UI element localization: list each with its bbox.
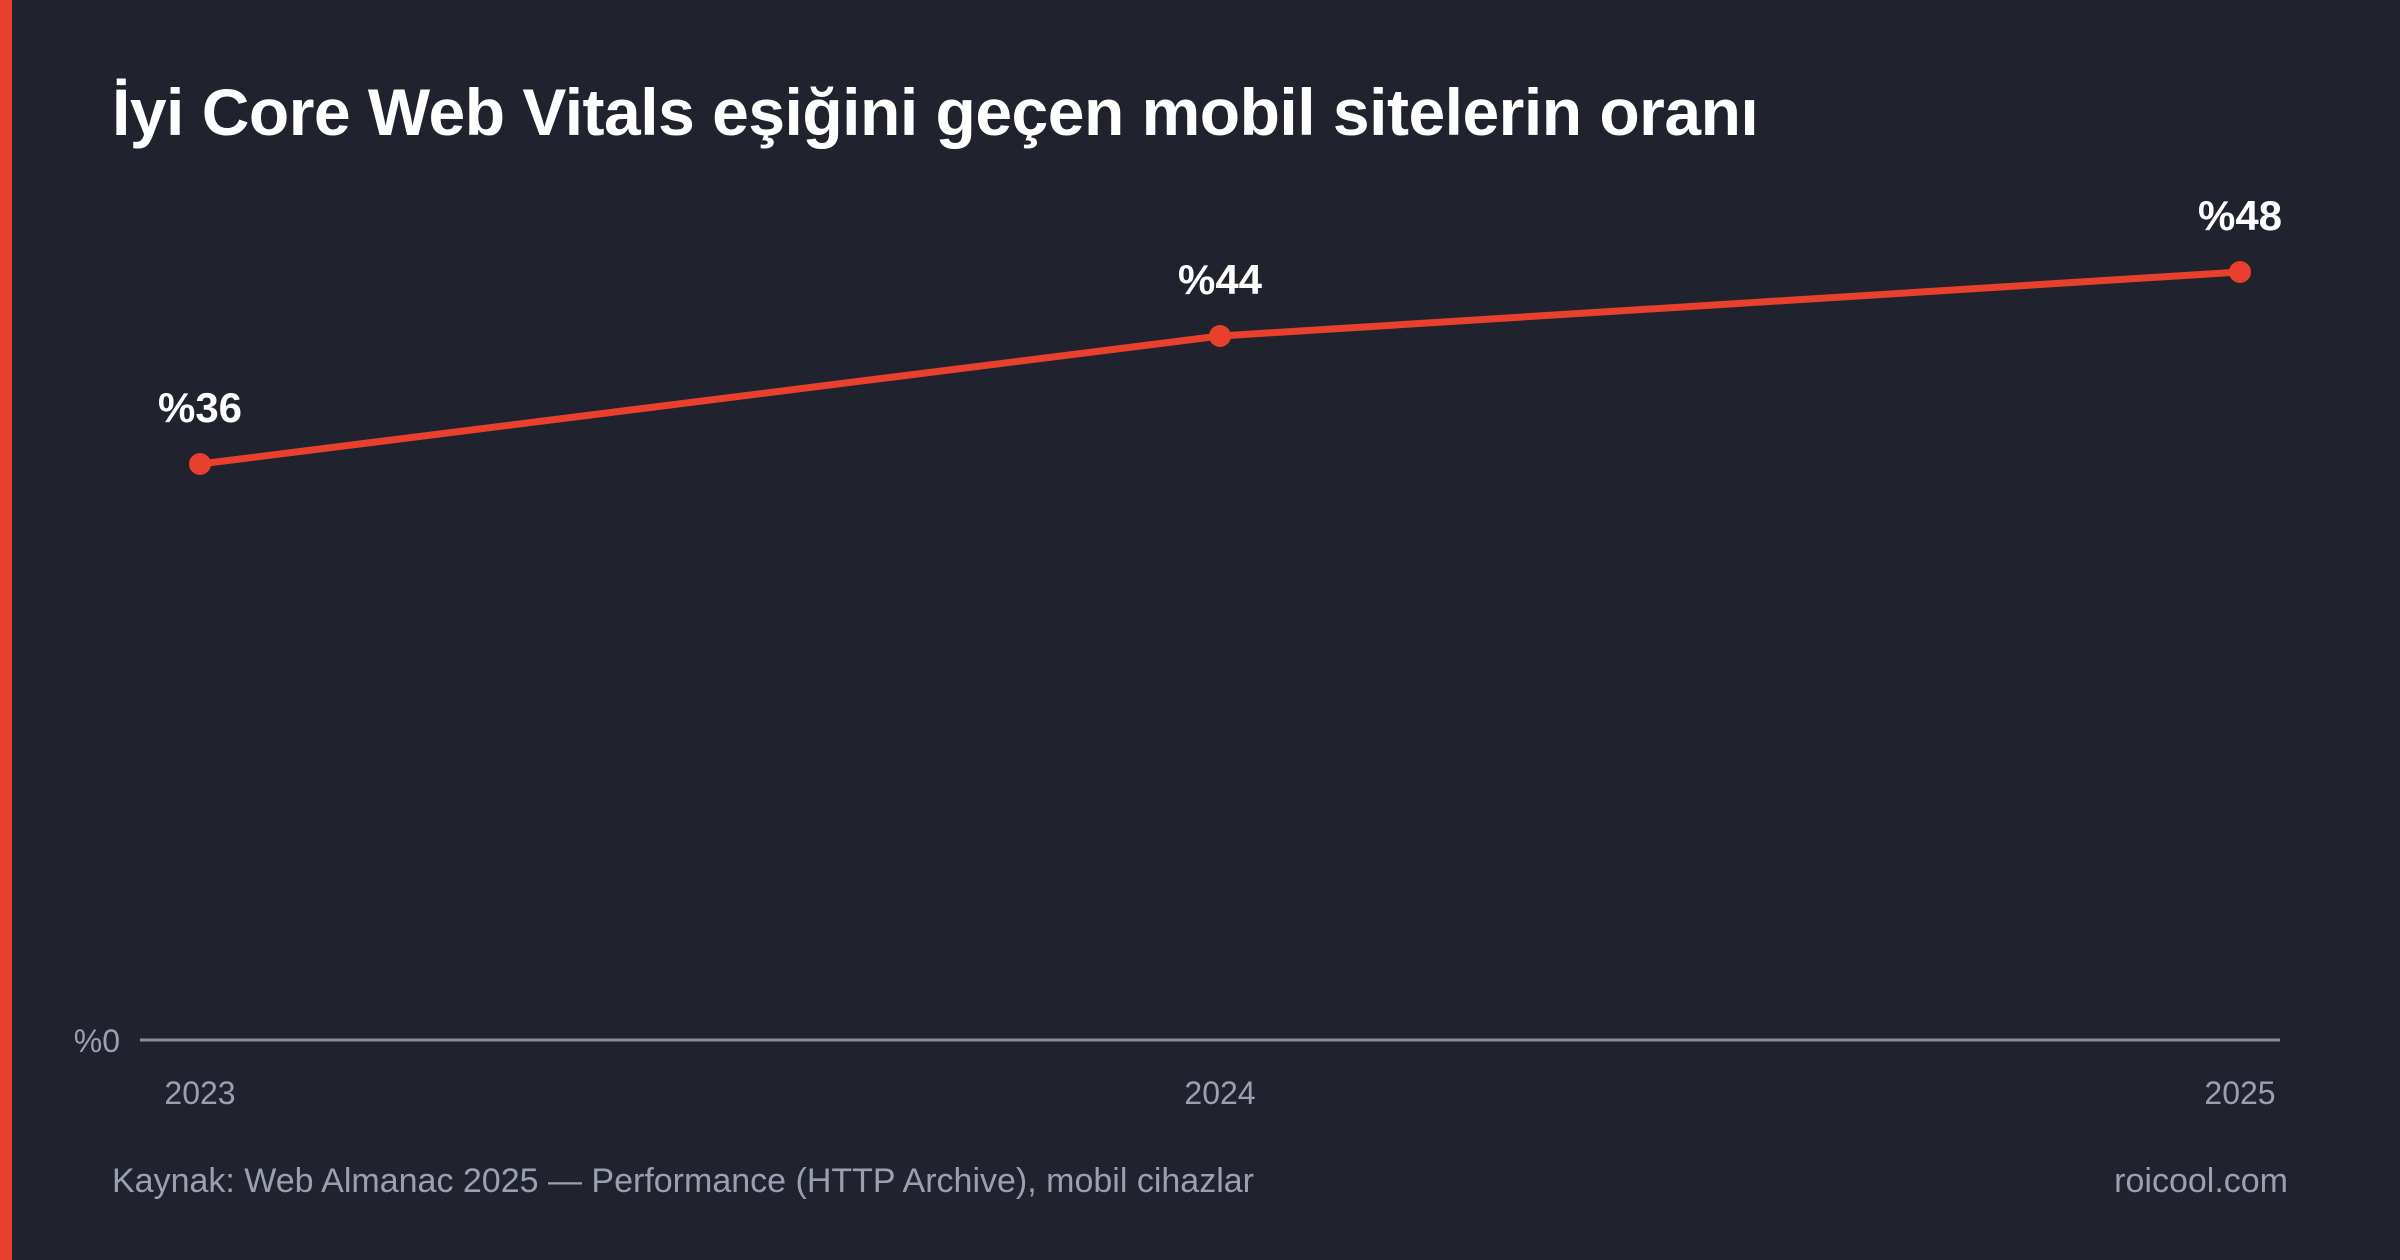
data-label: %48: [2198, 192, 2282, 239]
brand-link[interactable]: roicool.com: [2114, 1162, 2288, 1200]
x-tick-label: 2024: [1184, 1075, 1255, 1111]
data-point: [2229, 261, 2251, 283]
accent-bar: [0, 0, 12, 1260]
data-label: %44: [1178, 256, 1263, 303]
data-point: [189, 453, 211, 475]
source-note: Kaynak: Web Almanac 2025 — Performance (…: [112, 1162, 1254, 1200]
data-point: [1209, 325, 1231, 347]
chart-title: İyi Core Web Vitals eşiğini geçen mobil …: [112, 75, 1759, 149]
data-label: %36: [158, 384, 242, 431]
y-baseline-label: %0: [74, 1023, 120, 1059]
x-tick-label: 2023: [164, 1075, 235, 1111]
x-tick-label: 2025: [2204, 1075, 2275, 1111]
